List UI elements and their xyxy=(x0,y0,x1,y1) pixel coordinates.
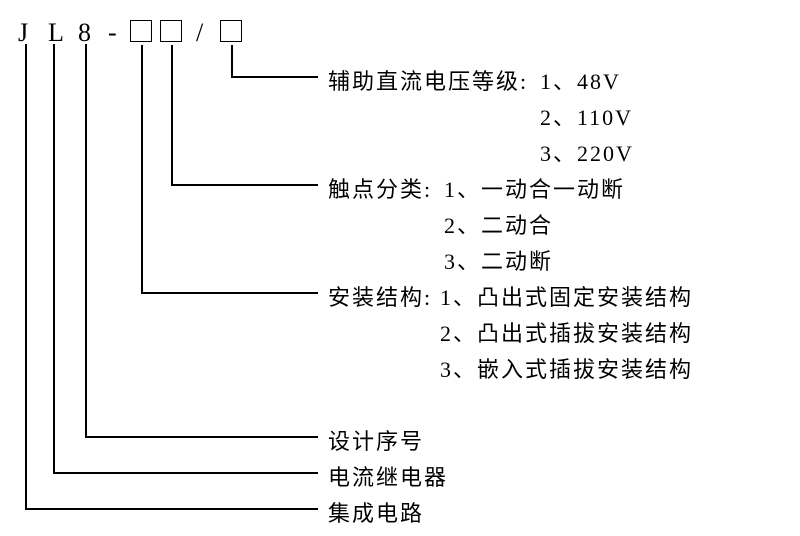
placeholder-box-3 xyxy=(220,20,242,42)
desc-item-voltage-2: 2、110V xyxy=(540,100,633,132)
code-char-dash: - xyxy=(108,18,123,48)
desc-label-relay: 电流继电器 xyxy=(328,460,448,492)
connector-v-4 xyxy=(141,45,143,292)
desc-label-mount: 安装结构: xyxy=(328,280,432,312)
connector-v-5 xyxy=(171,45,173,184)
desc-item-voltage-1: 1、48V xyxy=(540,64,621,96)
connector-h-2 xyxy=(53,472,318,474)
code-char-slash: / xyxy=(196,18,209,48)
desc-item-mount-1: 1、凸出式固定安装结构 xyxy=(440,280,693,312)
desc-label-contact: 触点分类: xyxy=(328,172,432,204)
connector-h-5 xyxy=(171,184,318,186)
desc-label-ic: 集成电路 xyxy=(328,496,424,528)
desc-item-voltage-3: 3、220V xyxy=(540,136,634,168)
connector-v-6 xyxy=(231,45,233,76)
desc-label-voltage: 辅助直流电压等级: xyxy=(328,64,528,96)
connector-v-3 xyxy=(85,44,87,436)
placeholder-box-1 xyxy=(130,20,152,42)
connector-h-1 xyxy=(25,508,318,510)
desc-item-contact-2: 2、二动合 xyxy=(444,208,553,240)
connector-v-1 xyxy=(25,44,27,508)
placeholder-box-2 xyxy=(160,20,182,42)
desc-item-mount-2: 2、凸出式插拔安装结构 xyxy=(440,316,693,348)
connector-h-6 xyxy=(231,76,318,78)
desc-item-contact-1: 1、一动合一动断 xyxy=(444,172,625,204)
code-char-8: 8 xyxy=(78,18,97,48)
desc-item-mount-3: 3、嵌入式插拔安装结构 xyxy=(440,352,693,384)
connector-h-3 xyxy=(85,436,318,438)
code-char-l: L xyxy=(48,18,70,48)
desc-item-contact-3: 3、二动断 xyxy=(444,244,553,276)
desc-label-design: 设计序号 xyxy=(328,424,424,456)
connector-h-4 xyxy=(141,292,318,294)
connector-v-2 xyxy=(53,44,55,472)
